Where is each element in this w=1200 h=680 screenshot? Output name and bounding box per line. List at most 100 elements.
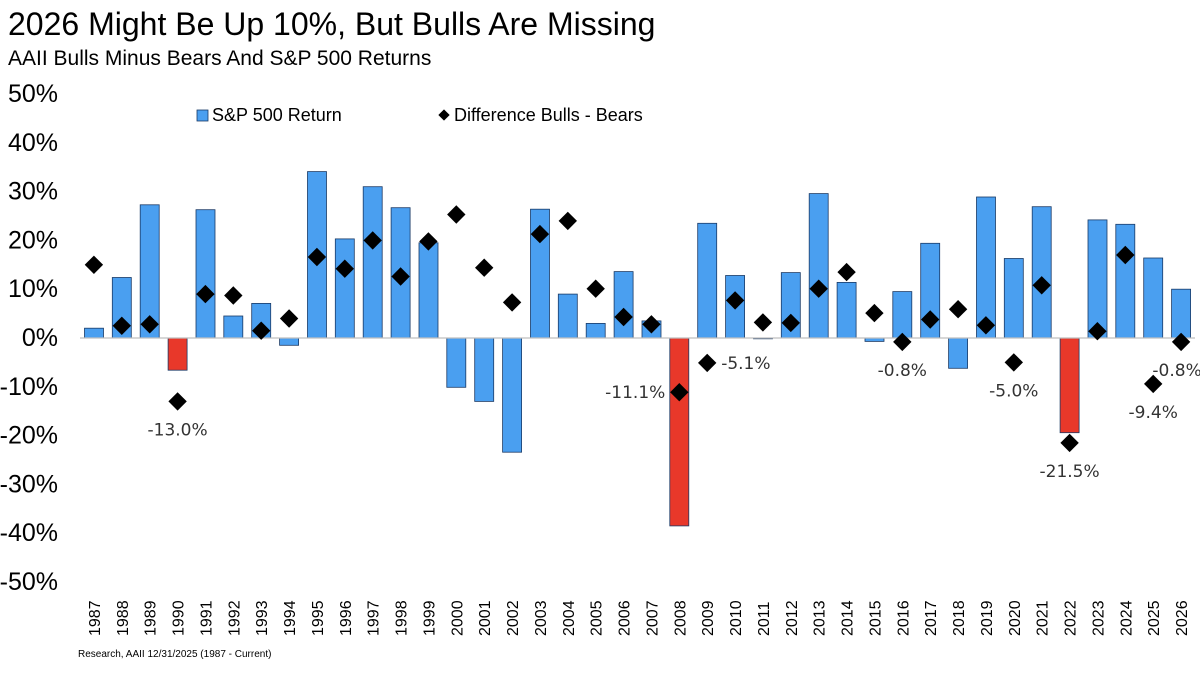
x-tick-label: 2021 bbox=[1035, 600, 1052, 636]
bar-2023 bbox=[1087, 219, 1108, 339]
diamond-1990 bbox=[168, 392, 187, 411]
x-tick-label: 2017 bbox=[923, 600, 940, 636]
annotations: -13.0% -11.1% -5.1% -0.8% -5.0% -21.5% -9.4% -0… bbox=[148, 354, 1200, 482]
diamond-2006 bbox=[614, 307, 633, 327]
diamond-1997 bbox=[363, 231, 382, 250]
x-tick-label: 2001 bbox=[477, 600, 494, 636]
diamond-2012 bbox=[781, 313, 800, 333]
x-tick-label: 2012 bbox=[784, 600, 801, 636]
y-tick-label: 20% bbox=[8, 226, 58, 254]
bar-2022 bbox=[1059, 337, 1080, 434]
bar-2008 bbox=[669, 337, 690, 527]
y-tick-label: -30% bbox=[0, 470, 58, 498]
x-tick-label: 2002 bbox=[505, 600, 522, 636]
diamond-2002 bbox=[502, 293, 522, 312]
diamond-2000 bbox=[447, 205, 466, 224]
diamond-2021 bbox=[1032, 276, 1051, 295]
bars bbox=[84, 171, 1191, 527]
diamond-1996 bbox=[335, 259, 354, 278]
chart-title: 2026 Might Be Up 10%, But Bulls Are Miss… bbox=[8, 6, 656, 42]
x-tick-label: 1999 bbox=[421, 600, 438, 636]
diamond-1991 bbox=[196, 284, 215, 304]
bar-2005 bbox=[585, 322, 606, 339]
chart-subtitle: AAII Bulls Minus Bears And S&P 500 Retur… bbox=[8, 47, 432, 70]
diamond-2022 bbox=[1060, 433, 1079, 453]
legend-swatch-sp500 bbox=[196, 109, 209, 122]
x-tick-label: 2018 bbox=[951, 600, 968, 636]
diamond-2011 bbox=[753, 313, 773, 332]
bar-1999 bbox=[418, 242, 439, 339]
legend-label-difference: Difference Bulls - Bears bbox=[454, 105, 643, 125]
bar-1992 bbox=[223, 315, 244, 339]
x-tick-label: 1992 bbox=[226, 600, 243, 636]
x-tick-label: 2009 bbox=[700, 600, 717, 636]
x-tick-label: 1993 bbox=[254, 600, 271, 636]
x-tick-label: 2008 bbox=[672, 600, 689, 636]
x-tick-label: 1990 bbox=[171, 600, 188, 636]
bar-1987 bbox=[84, 327, 104, 339]
x-tick-label: 1994 bbox=[282, 600, 299, 636]
annotation-2009: -5.1% bbox=[721, 354, 770, 374]
diamond-1994 bbox=[279, 309, 299, 328]
bar-2016 bbox=[892, 291, 913, 339]
bar-2014 bbox=[836, 281, 857, 339]
x-tick-label: 1989 bbox=[143, 600, 160, 636]
x-tick-label: 2026 bbox=[1174, 600, 1191, 636]
x-tick-label: 2016 bbox=[895, 600, 912, 636]
x-tick-label: 1987 bbox=[87, 600, 104, 636]
diamond-2016 bbox=[893, 332, 912, 352]
bar-2001 bbox=[474, 337, 495, 402]
diamond-2024 bbox=[1116, 245, 1135, 265]
bar-1990 bbox=[167, 337, 188, 371]
x-tick-label: 2007 bbox=[644, 600, 661, 636]
annotation-2008: -11.1% bbox=[605, 383, 665, 403]
x-tick-label: 2024 bbox=[1118, 600, 1135, 636]
annotation-1990: -13.0% bbox=[148, 420, 208, 440]
x-tick-label: 1988 bbox=[115, 600, 132, 636]
bar-2018 bbox=[948, 337, 968, 369]
x-tick-label: 1996 bbox=[338, 600, 355, 636]
x-tick-label: 2003 bbox=[533, 600, 550, 636]
legend-label-sp500: S&P 500 Return bbox=[212, 105, 342, 125]
diamond-2026 bbox=[1171, 332, 1191, 352]
x-tick-label: 2020 bbox=[1007, 600, 1024, 636]
diamond-1988 bbox=[112, 316, 131, 335]
y-tick-label: 40% bbox=[8, 129, 58, 157]
x-tick-label: 1991 bbox=[198, 600, 215, 636]
x-tick-label: 2022 bbox=[1063, 600, 1080, 636]
x-axis: 1987 1988 1989 1990 1991 1992 1993 1994 1995 1996… bbox=[87, 600, 1191, 636]
bar-2009 bbox=[697, 222, 718, 339]
y-tick-label: -40% bbox=[0, 519, 58, 547]
source-footer: Research, AAII 12/31/2025 (1987 - Curren… bbox=[78, 649, 272, 660]
diamond-1992 bbox=[224, 286, 243, 305]
x-tick-label: 2004 bbox=[561, 600, 578, 636]
bar-2020 bbox=[1003, 258, 1024, 339]
legend-diamond-marker bbox=[438, 109, 450, 121]
x-tick-label: 1998 bbox=[394, 600, 411, 636]
diamond-2004 bbox=[558, 211, 577, 231]
x-tick-label: 2011 bbox=[756, 601, 773, 636]
diamond-2010 bbox=[725, 291, 745, 310]
diamond-2018 bbox=[948, 300, 968, 319]
x-tick-label: 2010 bbox=[728, 600, 745, 636]
diamond-2008 bbox=[670, 383, 689, 402]
diamond-2019 bbox=[976, 316, 996, 335]
bar-1991 bbox=[195, 209, 216, 339]
bar-1997 bbox=[362, 186, 383, 339]
x-tick-label: 2015 bbox=[867, 600, 884, 636]
bar-1996 bbox=[334, 238, 355, 339]
x-tick-label: 2000 bbox=[449, 600, 466, 636]
annotation-2016: -0.8% bbox=[878, 361, 927, 381]
bar-1994 bbox=[279, 337, 300, 346]
x-tick-label: 1995 bbox=[310, 600, 327, 636]
y-axis: 50% 40% 30% 20% 10% 0% -10% -20% -30% -40% -50% bbox=[0, 80, 58, 596]
diamond-1998 bbox=[391, 267, 410, 286]
diamond-1999 bbox=[419, 232, 438, 251]
x-tick-label: 2014 bbox=[840, 600, 857, 636]
diamond-2015 bbox=[865, 303, 884, 323]
bar-2004 bbox=[557, 293, 578, 339]
y-tick-label: 0% bbox=[22, 324, 58, 352]
bar-2002 bbox=[502, 337, 523, 453]
y-tick-label: -10% bbox=[0, 373, 58, 401]
